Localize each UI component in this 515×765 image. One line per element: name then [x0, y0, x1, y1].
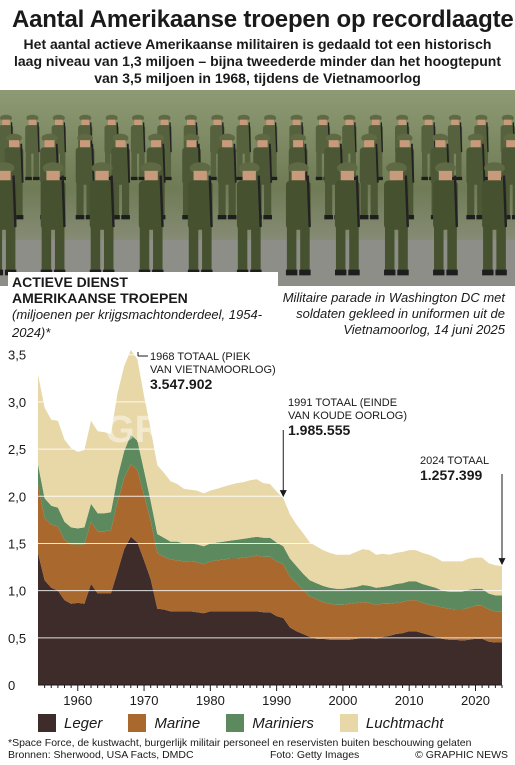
- y-tick-label: 2,0: [8, 489, 26, 504]
- chart-label-line1: ACTIEVE DIENST: [12, 274, 128, 290]
- annotation-value: 3.547.902: [150, 376, 212, 392]
- soldier-figure: [285, 162, 311, 276]
- x-tick-label: 1990: [262, 693, 291, 708]
- y-tick-label: 1,5: [8, 536, 26, 551]
- soldier-figure: [25, 114, 40, 181]
- soldier-figure: [130, 114, 146, 181]
- legend-item-leger: Leger: [38, 714, 102, 732]
- y-tick-label: 3,5: [8, 348, 26, 363]
- chart-label-line2: AMERIKAANSE TROEPEN: [12, 290, 188, 306]
- parade-photo: [0, 90, 515, 286]
- soldier-figure: [89, 162, 115, 276]
- x-tick-label: 1970: [130, 693, 159, 708]
- annotation-label: VAN KOUDE OORLOG): [288, 410, 407, 422]
- area-series-leger: [38, 536, 502, 685]
- page-subtitle: Het aantal actieve Amerikaanse militaire…: [14, 36, 501, 86]
- annotation-label: 1968 TOTAAL (PIEK: [150, 351, 251, 363]
- chart-area: GRAPHIC NEWS 0 0,5 1,0 1,5 2,0 2,5 3,0 3,5 1960 19…: [0, 330, 515, 710]
- legend-label: Marine: [154, 714, 201, 732]
- legend-swatch: [339, 714, 358, 732]
- stacked-area-chart: GRAPHIC NEWS 0 0,5 1,0 1,5 2,0 2,5 3,0 3,5 1960 19…: [8, 348, 506, 708]
- annotation-label: 2024 TOTAAL: [420, 455, 489, 467]
- watermark: GRAPHIC NEWS: [105, 409, 405, 451]
- area-series-marine: [38, 464, 502, 643]
- page-title: Aantal Amerikaanse troepen op recordlaag…: [12, 6, 514, 33]
- area-series-luchtmacht: [38, 350, 502, 596]
- legend-swatch: [226, 714, 245, 732]
- x-tick-label: 2020: [461, 693, 490, 708]
- legend-label: Leger: [64, 714, 103, 732]
- y-tick-label: 1,0: [8, 584, 26, 599]
- x-tick-label: 2000: [328, 693, 357, 708]
- soldier-figure: [334, 162, 360, 276]
- x-tick-label: 2010: [395, 693, 424, 708]
- chart-label: ACTIEVE DIENST AMERIKAANSE TROEPEN (milj…: [8, 272, 278, 346]
- photo-credit: Foto: Getty Images: [270, 749, 360, 761]
- x-tick-label: 1980: [196, 693, 225, 708]
- brand: © GRAPHIC NEWS: [415, 749, 508, 761]
- parade-photo-illustration: [0, 90, 515, 286]
- annotation-label: 1991 TOTAAL (EINDE: [288, 397, 397, 409]
- y-tick-label: 0: [8, 678, 15, 693]
- soldier-figure: [359, 133, 379, 220]
- sources: Bronnen: Sherwood, USA Facts, DMDC: [8, 749, 194, 761]
- x-tick-label: 1960: [63, 693, 92, 708]
- legend-swatch: [128, 714, 147, 732]
- annotation-value: 1.985.555: [288, 422, 350, 438]
- y-tick-label: 3,0: [8, 395, 26, 410]
- y-tick-label: 2,5: [8, 442, 26, 457]
- soldier-figure: [217, 133, 237, 220]
- soldier-figure: [433, 162, 459, 276]
- footnote: *Space Force, de kustwacht, burgerlijk m…: [8, 737, 472, 749]
- legend-item-marine: Marine: [128, 714, 200, 732]
- legend-item-luchtmacht: Luchtmacht: [339, 714, 444, 732]
- legend: Leger Marine Mariniers Luchtmacht: [38, 712, 508, 734]
- legend-label: Mariniers: [252, 714, 314, 732]
- y-tick-label: 0,5: [8, 631, 26, 646]
- soldier-figure: [384, 162, 409, 276]
- annotation-value: 1.257.399: [420, 467, 482, 483]
- photo-caption: Militaire parade in Washington DC met so…: [282, 290, 505, 337]
- soldier-figure: [482, 162, 508, 276]
- soldier-figure: [111, 133, 131, 220]
- annotation-label: VAN VIETNAMOORLOG): [150, 364, 276, 376]
- legend-item-mariniers: Mariniers: [226, 714, 314, 732]
- soldier-figure: [253, 133, 273, 220]
- credits: Bronnen: Sherwood, USA Facts, DMDC Foto:…: [8, 749, 508, 761]
- chart-label-unit: (miljoenen per krijgsmachtonderdeel, 195…: [12, 307, 263, 340]
- legend-label: Luchtmacht: [365, 714, 444, 732]
- area-series-mariniers: [38, 434, 502, 612]
- legend-swatch: [38, 714, 56, 732]
- soldier-figure: [466, 133, 486, 220]
